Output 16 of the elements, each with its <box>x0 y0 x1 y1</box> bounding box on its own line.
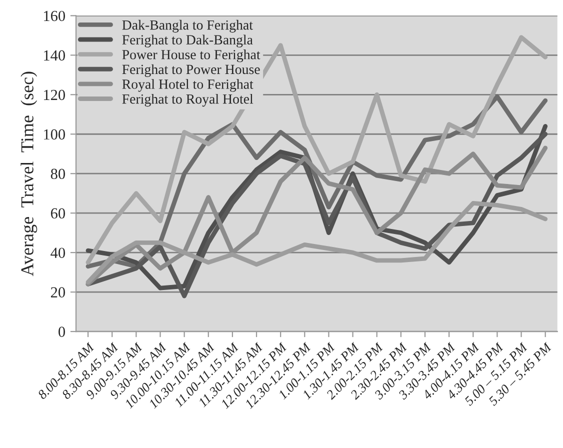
legend-label: Royal Hotel to Ferighat <box>122 79 254 92</box>
y-tick-label: 120 <box>44 90 66 100</box>
y-tick-label: 140 <box>44 50 66 61</box>
y-tick-label: 40 <box>50 248 66 258</box>
y-tick-label: 160 <box>44 10 66 22</box>
y-tick-label: 80 <box>50 168 66 180</box>
legend-label: Dak-Bangla to Ferighat <box>122 20 253 33</box>
legend-label: Power House to Ferighat <box>122 50 260 62</box>
legend-label: Ferighat to Power House <box>122 64 260 77</box>
legend-label: Ferighat to Dak-Bangla <box>122 34 253 48</box>
y-tick-label: 60 <box>50 208 66 219</box>
y-tick-label: 20 <box>50 287 66 298</box>
y-tick-label: 100 <box>44 129 66 140</box>
y-tick-label: 0 <box>58 326 66 337</box>
y-axis-title: Average Travel Time (sec) <box>20 72 38 276</box>
legend-label: Ferighat to Royal Hotel <box>122 94 254 107</box>
